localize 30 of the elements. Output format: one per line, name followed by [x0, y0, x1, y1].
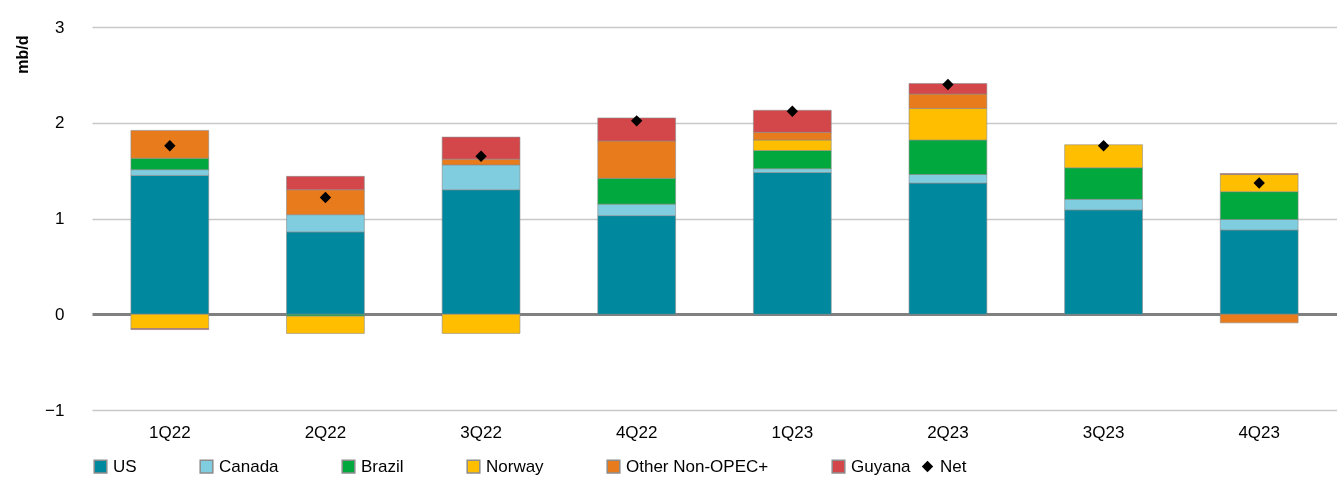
legend-label: US — [113, 456, 137, 476]
bar — [286, 315, 365, 334]
y-tick-label: 0 — [55, 304, 65, 324]
y-tick-label: 2 — [55, 113, 65, 133]
legend-label: Canada — [219, 456, 280, 476]
legend-label: Norway — [486, 456, 545, 476]
legend-label: Brazil — [361, 456, 404, 476]
x-tick-label: 4Q22 — [615, 422, 658, 442]
x-tick-label: 2Q22 — [304, 422, 347, 442]
point — [319, 191, 332, 204]
x-tick-label: 4Q23 — [1238, 422, 1280, 442]
x-tick-label: 2Q23 — [927, 422, 969, 442]
point — [786, 105, 799, 117]
legend-label: Net — [940, 456, 967, 476]
point — [164, 140, 176, 152]
x-tick-label: 1Q22 — [149, 422, 191, 442]
legend-label: Guyana — [851, 456, 912, 476]
legend-label: Other Non-OPEC+ — [626, 456, 769, 476]
point — [630, 115, 643, 127]
y-tick-label: −1 — [45, 400, 65, 420]
point — [942, 78, 954, 91]
x-tick-label: 3Q22 — [460, 422, 502, 442]
point — [1097, 140, 1110, 152]
point — [1253, 177, 1265, 189]
point — [475, 150, 487, 162]
y-tick-label: 1 — [55, 209, 65, 228]
x-tick-label: 1Q23 — [771, 422, 814, 442]
x-tick-label: 3Q23 — [1082, 422, 1125, 442]
y-axis-title: mb/d — [13, 35, 31, 74]
y-tick-label: 3 — [55, 17, 65, 37]
